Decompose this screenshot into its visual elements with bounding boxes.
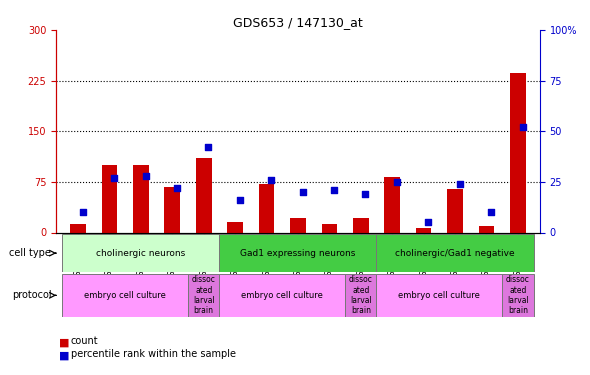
Point xyxy=(455,181,464,187)
Point xyxy=(267,177,276,183)
Text: embryo cell culture: embryo cell culture xyxy=(84,291,166,300)
Point xyxy=(424,219,433,225)
Point xyxy=(360,191,370,197)
Text: cell type: cell type xyxy=(9,248,51,258)
Point xyxy=(392,179,402,185)
Bar xyxy=(101,165,117,232)
Bar xyxy=(416,228,431,232)
Text: cholinergic neurons: cholinergic neurons xyxy=(96,249,185,258)
Point xyxy=(110,175,119,181)
Point xyxy=(518,124,527,130)
FancyBboxPatch shape xyxy=(63,234,219,272)
Bar xyxy=(290,217,306,232)
Bar xyxy=(322,224,337,232)
Bar xyxy=(196,158,212,232)
Title: GDS653 / 147130_at: GDS653 / 147130_at xyxy=(233,16,363,29)
FancyBboxPatch shape xyxy=(376,234,533,272)
FancyBboxPatch shape xyxy=(63,274,188,317)
Bar xyxy=(353,217,369,232)
Bar xyxy=(227,222,243,232)
Bar xyxy=(447,189,463,232)
Bar xyxy=(478,226,494,232)
FancyBboxPatch shape xyxy=(219,234,376,272)
Text: dissoc
ated
larval
brain: dissoc ated larval brain xyxy=(349,275,373,315)
Point xyxy=(235,197,244,203)
Bar xyxy=(384,177,400,232)
Text: protocol: protocol xyxy=(12,290,51,300)
FancyBboxPatch shape xyxy=(502,274,533,317)
FancyBboxPatch shape xyxy=(376,274,502,317)
Text: percentile rank within the sample: percentile rank within the sample xyxy=(71,349,236,359)
Bar xyxy=(165,187,180,232)
Text: count: count xyxy=(71,336,99,346)
Text: dissoc
ated
larval
brain: dissoc ated larval brain xyxy=(192,275,215,315)
Point xyxy=(204,144,213,150)
Point xyxy=(172,185,182,191)
Bar xyxy=(510,72,526,232)
Point xyxy=(298,189,307,195)
Text: ■: ■ xyxy=(59,338,70,348)
Bar xyxy=(258,184,274,232)
FancyBboxPatch shape xyxy=(345,274,376,317)
FancyBboxPatch shape xyxy=(219,274,345,317)
Point xyxy=(329,187,339,193)
Text: cholinergic/Gad1 negative: cholinergic/Gad1 negative xyxy=(395,249,515,258)
Bar xyxy=(133,165,149,232)
Text: embryo cell culture: embryo cell culture xyxy=(241,291,323,300)
Text: dissoc
ated
larval
brain: dissoc ated larval brain xyxy=(506,275,530,315)
Point xyxy=(141,173,150,179)
Text: Gad1 expressing neurons: Gad1 expressing neurons xyxy=(240,249,356,258)
Text: ■: ■ xyxy=(59,351,70,361)
FancyBboxPatch shape xyxy=(188,274,219,317)
Point xyxy=(78,209,87,215)
Text: embryo cell culture: embryo cell culture xyxy=(398,291,480,300)
Point xyxy=(486,209,496,215)
Bar xyxy=(70,224,86,232)
